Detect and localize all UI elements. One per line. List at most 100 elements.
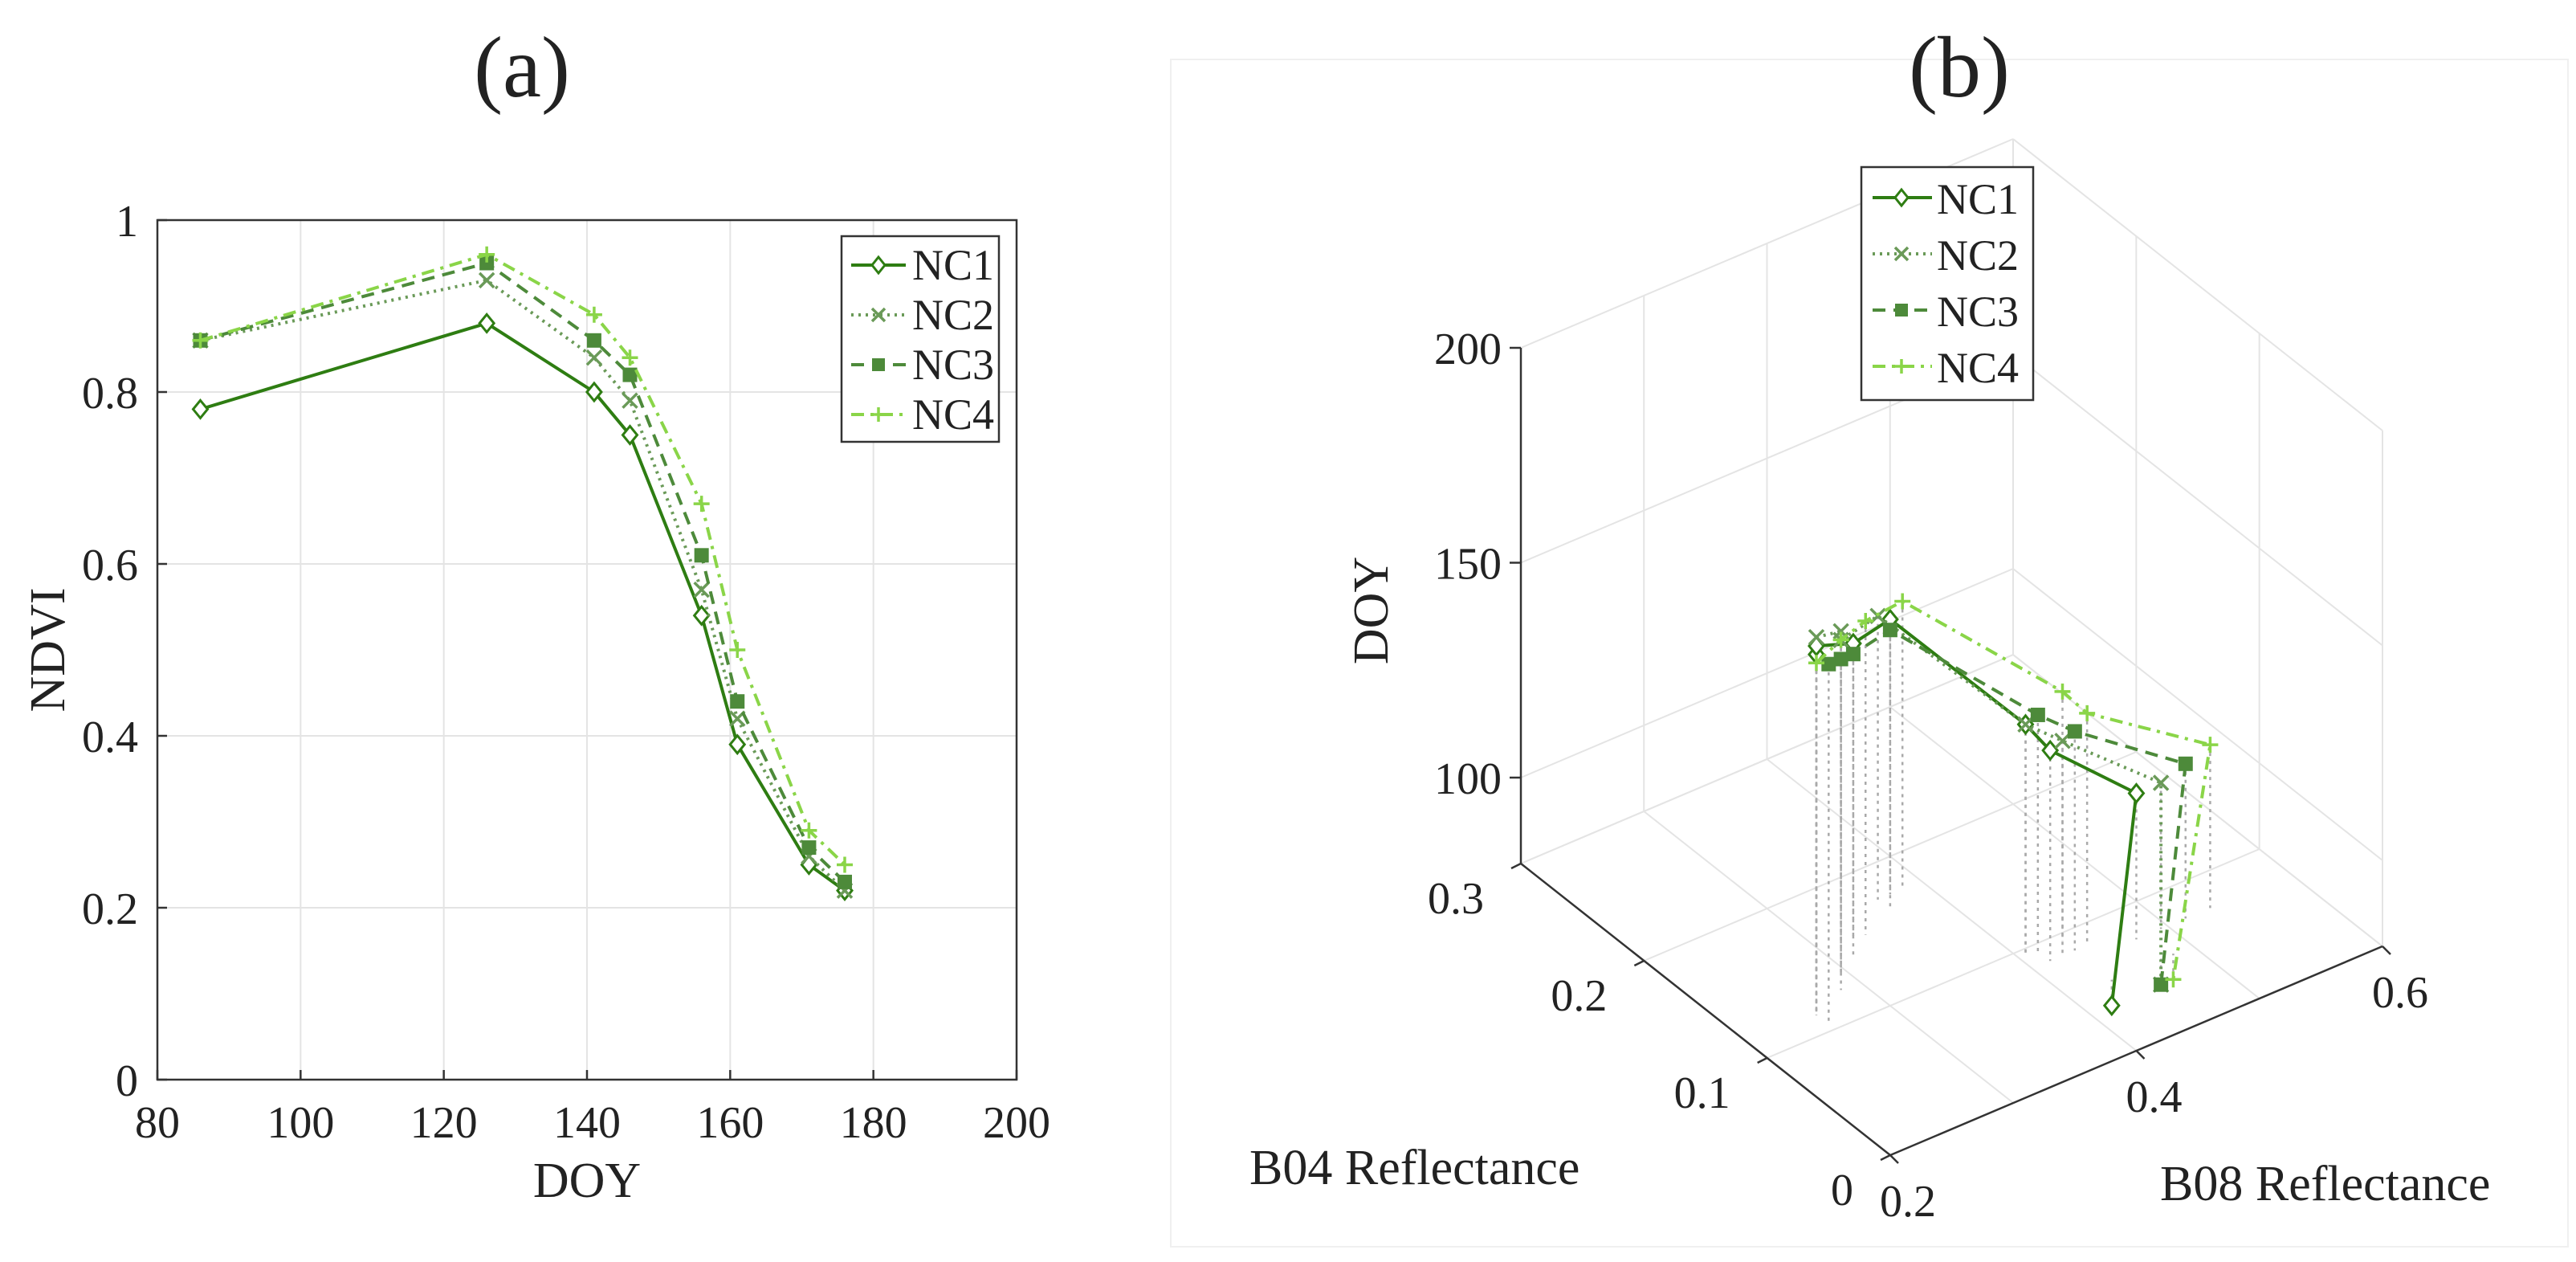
legend-label: NC4: [912, 390, 994, 439]
legend-item: NC4: [851, 390, 994, 439]
legend-label: NC2: [912, 291, 994, 339]
x-tick-label: 0.2: [1880, 1177, 1936, 1227]
y-tick-label: 0.3: [1428, 874, 1484, 924]
data-point: [694, 548, 709, 563]
legend-box: [840, 235, 1001, 443]
data-point: [622, 367, 638, 382]
data-point: [585, 381, 603, 403]
data-point: [479, 246, 495, 263]
side-wall-grid-line: [2012, 353, 2383, 647]
data-point: [693, 496, 710, 513]
back-wall-grid-line: [1520, 654, 2014, 864]
data-point: [1832, 631, 1849, 648]
floor-grid-line: [1766, 758, 2138, 1052]
data-point: [1894, 593, 1911, 610]
data-point: [2154, 977, 2169, 992]
legend-label: NC1: [1937, 175, 2019, 223]
data-point: [2054, 733, 2071, 749]
y-tick-mark: [1757, 1056, 1768, 1064]
legend-label: NC4: [1937, 344, 2019, 392]
panel-b-series: [1808, 593, 2219, 1017]
x-tick-label: 200: [983, 1098, 1050, 1148]
y-tick-label: 0.2: [1551, 971, 1607, 1021]
legend-item: NC1: [1873, 175, 2019, 223]
panel-b-legend: NC1 NC2 NC3 NC4: [1860, 165, 2035, 402]
data-point: [622, 349, 638, 366]
y-tick-mark: [1633, 959, 1645, 967]
side-wall-grid-line: [2012, 654, 2383, 947]
legend-marker: [870, 255, 887, 276]
data-point: [1882, 623, 1897, 638]
series-nc1: [191, 312, 854, 901]
series-line: [200, 278, 846, 892]
data-point: [585, 306, 602, 323]
panel-a: (a) 80 100 120 140 160 180 200 00.20.40.60.81 …: [21, 20, 1050, 1208]
x-tick-label: 120: [410, 1098, 478, 1148]
panel-a-label: (a): [474, 20, 570, 116]
panel-a-y-axis-label: NDVI: [21, 588, 75, 713]
x-tick-label: 140: [553, 1098, 621, 1148]
z-tick-label: 200: [1434, 325, 1502, 374]
y-tick-mark: [1510, 862, 1522, 870]
y-tick-label: 0: [1831, 1166, 1853, 1215]
x-tick-label: 80: [135, 1098, 180, 1148]
data-point: [1845, 647, 1861, 662]
x-tick-label: 0.6: [2372, 968, 2428, 1018]
legend-item: NC2: [851, 291, 994, 339]
y-tick-label: 0.1: [1674, 1068, 1730, 1118]
y-tick-label: 0.8: [82, 369, 138, 419]
legend-item: NC3: [851, 341, 994, 389]
series-line: [1815, 599, 2212, 980]
data-point: [585, 349, 603, 366]
z-tick-label: 100: [1434, 754, 1502, 804]
floor-grid-line: [1767, 848, 2260, 1059]
panel-a-y-ticks: 0 0.2 0.4 0.6 0.8 1: [82, 197, 167, 1106]
panel-b-ticks: 0.2 0.4 0.6 0 0.1 0.2 0.3 100 150 200: [1428, 325, 2428, 1227]
legend-marker: [1894, 359, 1909, 374]
panel-b: (b) 0.2 0.4 0.6 0 0.1 0.2 0.3 100 150 200 B08 Ref…: [1170, 20, 2569, 1248]
x-tick-label: 100: [267, 1098, 334, 1148]
series-nc4: [1808, 593, 2219, 988]
data-point: [478, 272, 495, 289]
legend-item: NC2: [1873, 231, 2019, 280]
legend-item: NC1: [851, 241, 994, 289]
series-line: [1816, 614, 2163, 985]
data-point: [801, 840, 817, 856]
x-tick-mark: [2135, 1050, 2146, 1060]
data-point: [1833, 651, 1848, 667]
back-wall-grid-line: [1520, 568, 2014, 778]
legend-label: NC1: [912, 241, 994, 289]
x-tick-label: 0.4: [2126, 1072, 2183, 1122]
legend-label: NC3: [912, 341, 994, 389]
series-nc3: [1821, 623, 2193, 992]
panel-a-x-ticks: 80 100 120 140 160 180 200: [135, 1070, 1050, 1148]
series-nc3: [193, 255, 852, 889]
series-line: [199, 252, 846, 866]
series-nc2: [192, 272, 854, 899]
legend-marker: [871, 407, 886, 422]
data-point: [2178, 756, 2193, 771]
y-tick-label: 0.4: [82, 713, 138, 762]
floor-grid-line: [1643, 811, 2014, 1104]
y-tick-label: 0.6: [82, 541, 138, 590]
legend-marker: [1893, 246, 1910, 262]
series-nc4: [192, 246, 853, 873]
y-tick-label: 1: [116, 197, 138, 247]
y-tick-label: 0.2: [82, 884, 138, 934]
data-point: [2067, 724, 2082, 739]
legend-marker: [870, 307, 887, 323]
data-point: [1808, 628, 1825, 646]
data-point: [478, 312, 496, 334]
legend-box: [1860, 165, 2035, 402]
data-point: [586, 333, 601, 348]
panel-a-x-axis-label: DOY: [533, 1154, 641, 1208]
data-point: [621, 424, 639, 446]
data-point: [191, 398, 210, 420]
panel-a-series: [191, 246, 854, 901]
x-tick-mark: [1889, 1154, 1899, 1164]
y-tick-mark: [1880, 1154, 1891, 1162]
data-point: [2030, 707, 2045, 722]
legend-marker: [1895, 304, 1908, 317]
